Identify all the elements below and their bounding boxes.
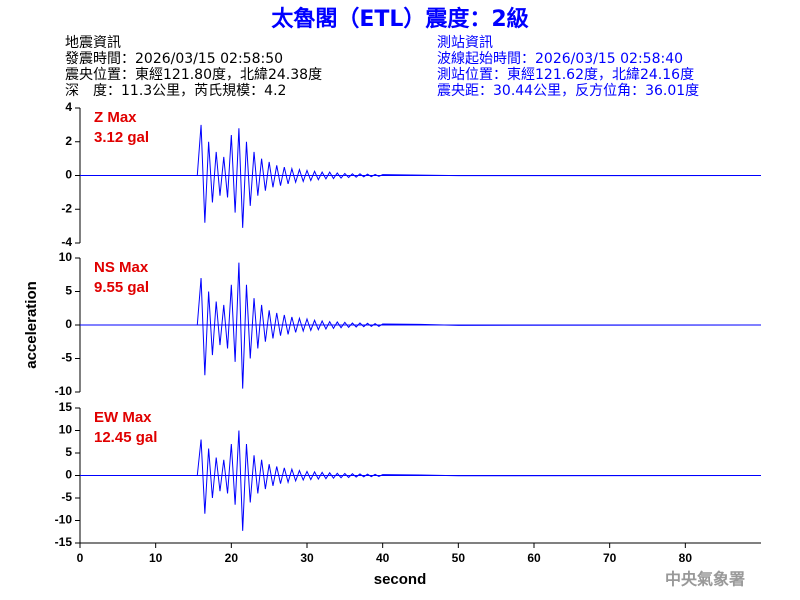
y-tick-label: -4 bbox=[61, 235, 72, 249]
info-right: 測站資訊 bbox=[437, 35, 493, 51]
x-tick-label: 40 bbox=[376, 551, 390, 565]
waveform bbox=[80, 262, 754, 389]
info-right: 測站位置：東經121.62度，北緯24.16度 bbox=[437, 67, 694, 83]
x-tick-label: 50 bbox=[452, 551, 466, 565]
info-left: 發震時間：2026/03/15 02:58:50 bbox=[65, 51, 283, 67]
y-tick-label: 5 bbox=[65, 284, 72, 298]
info-left: 震央位置：東經121.80度，北緯24.38度 bbox=[65, 67, 322, 83]
y-tick-label: -5 bbox=[61, 351, 72, 365]
info-right: 震央距：30.44公里，反方位角：36.01度 bbox=[437, 83, 699, 99]
x-tick-label: 0 bbox=[77, 551, 84, 565]
annotation: Z Max bbox=[94, 109, 137, 126]
y-axis-label: acceleration bbox=[23, 281, 40, 369]
info-right: 波線起始時間：2026/03/15 02:58:40 bbox=[437, 51, 683, 67]
footer: 中央氣象署 bbox=[665, 570, 745, 589]
y-tick-label: 0 bbox=[65, 317, 72, 331]
x-tick-label: 70 bbox=[603, 551, 617, 565]
y-tick-label: 0 bbox=[65, 468, 72, 482]
x-tick-label: 30 bbox=[300, 551, 314, 565]
y-tick-label: 10 bbox=[59, 423, 73, 437]
title: 太魯閣（ETL）震度：2級 bbox=[271, 6, 528, 32]
info-left: 地震資訊 bbox=[65, 35, 121, 51]
y-tick-label: 5 bbox=[65, 445, 72, 459]
annotation: EW Max bbox=[94, 409, 152, 426]
y-tick-label: -10 bbox=[55, 384, 73, 398]
annotation: 12.45 gal bbox=[94, 429, 157, 446]
y-tick-label: 4 bbox=[65, 100, 72, 114]
y-tick-label: 10 bbox=[59, 250, 73, 264]
x-tick-label: 10 bbox=[149, 551, 163, 565]
x-tick-label: 60 bbox=[527, 551, 541, 565]
y-tick-label: 2 bbox=[65, 134, 72, 148]
info-left: 深 度：11.3公里，芮氏規模：4.2 bbox=[65, 82, 286, 99]
x-tick-label: 20 bbox=[225, 551, 239, 565]
waveform bbox=[80, 430, 754, 531]
y-tick-label: -15 bbox=[55, 535, 73, 549]
y-tick-label: -2 bbox=[61, 201, 72, 215]
waveform bbox=[80, 124, 754, 228]
y-tick-label: 15 bbox=[59, 400, 73, 414]
y-tick-label: -5 bbox=[61, 490, 72, 504]
x-axis-label: second bbox=[374, 571, 427, 588]
x-tick-label: 80 bbox=[679, 551, 693, 565]
y-tick-label: -10 bbox=[55, 513, 73, 527]
annotation: 9.55 gal bbox=[94, 279, 149, 296]
annotation: 3.12 gal bbox=[94, 129, 149, 146]
y-tick-label: 0 bbox=[65, 168, 72, 182]
annotation: NS Max bbox=[94, 259, 149, 276]
